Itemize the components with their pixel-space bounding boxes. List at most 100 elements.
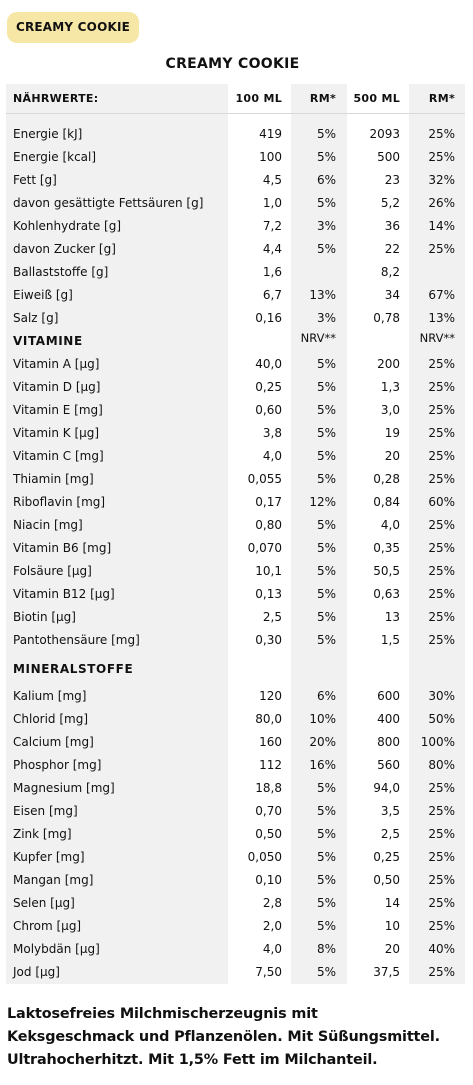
value-100ml: 0,70 [255, 804, 282, 818]
description-line: Laktosefreies Milchmischerzeugnis mit [7, 1006, 318, 1022]
rm-100ml: 5% [316, 873, 336, 887]
value-100ml: 2,5 [262, 610, 282, 624]
value-100ml: 160 [259, 735, 282, 749]
value-500ml: 3,5 [380, 804, 400, 818]
column-shade-label [6, 84, 228, 984]
rm-100ml: 5% [316, 403, 336, 417]
value-500ml: 800 [377, 735, 400, 749]
table-row: Kohlenhydrate [g] 7,2 3% 36 14% [6, 215, 465, 238]
value-500ml: 0,50 [373, 873, 400, 887]
table-row: Folsäure [µg] 10,1 5% 50,5 25% [6, 560, 465, 583]
nutrient-name: Ballaststoffe [g] [13, 265, 109, 279]
nutrient-name: Vitamin K [µg] [13, 426, 100, 440]
table-row: Vitamin D [µg] 0,25 5% 1,3 25% [6, 376, 465, 399]
value-500ml: 50,5 [373, 564, 400, 578]
rm-100ml: 5% [316, 781, 336, 795]
table-row: Ballaststoffe [g] 1,6 8,2 [6, 261, 465, 284]
rm-500ml: 25% [428, 380, 455, 394]
value-500ml: 200 [377, 357, 400, 371]
nutrient-name: Eiweiß [g] [13, 288, 73, 302]
rm-100ml: 6% [316, 689, 336, 703]
rm-100ml: 5% [316, 896, 336, 910]
value-100ml: 0,16 [255, 311, 282, 325]
nutrient-name: Chlorid [mg] [13, 712, 89, 726]
description-line: Keksgeschmack und Pflanzenölen. Mit Süßu… [7, 1029, 440, 1045]
value-500ml: 400 [377, 712, 400, 726]
rm-500ml: 25% [428, 850, 455, 864]
rm-100ml: 5% [316, 610, 336, 624]
value-100ml: 112 [259, 758, 282, 772]
rm-500ml: 25% [428, 965, 455, 979]
value-500ml: 20 [384, 942, 400, 956]
table-row: Molybdän [µg] 4,0 8% 20 40% [6, 938, 465, 961]
rm-100ml: 5% [316, 380, 336, 394]
header-label: NÄHRWERTE: [13, 92, 99, 105]
nutrient-name: Kalium [mg] [13, 689, 87, 703]
rm-100ml: 5% [316, 150, 336, 164]
rm-500ml: 25% [428, 896, 455, 910]
rm-500ml: 14% [428, 219, 455, 233]
nutrient-name: Zink [mg] [13, 827, 72, 841]
value-100ml: 0,50 [255, 827, 282, 841]
rm-100ml: 5% [316, 196, 336, 210]
table-row: Energie [kcal] 100 5% 500 25% [6, 146, 465, 169]
value-100ml: 0,60 [255, 403, 282, 417]
header-col-rm-100: RM* [309, 92, 336, 105]
nutrient-name: Vitamin E [mg] [13, 403, 103, 417]
table-row: davon gesättigte Fettsäuren [g] 1,0 5% 5,2 2… [6, 192, 465, 215]
rm-100ml: 10% [309, 712, 336, 726]
value-500ml: 13 [384, 610, 400, 624]
rm-500ml: 80% [428, 758, 455, 772]
column-shade-rm-500 [409, 84, 465, 984]
rm-100ml: 20% [309, 735, 336, 749]
rm-500ml: 13% [428, 311, 455, 325]
value-100ml: 0,17 [255, 495, 282, 509]
rm-500ml: 50% [428, 712, 455, 726]
value-100ml: 0,30 [255, 633, 282, 647]
header-col-rm-500: RM* [428, 92, 455, 105]
table-header-row: NÄHRWERTE: 100 ML RM* 500 ML RM* [6, 84, 465, 114]
rm-100ml: 5% [316, 804, 336, 818]
rm-500ml: 100% [420, 735, 455, 749]
nutrient-name: Folsäure [µg] [13, 564, 92, 578]
table-row: Vitamin B12 [µg] 0,13 5% 0,63 25% [6, 583, 465, 606]
table-row: Chrom [µg] 2,0 5% 10 25% [6, 915, 465, 938]
table-row: Riboflavin [mg] 0,17 12% 0,84 60% [6, 491, 465, 514]
rm-500ml: 26% [428, 196, 455, 210]
table-row: Vitamin E [mg] 0,60 5% 3,0 25% [6, 399, 465, 422]
rm-100ml: 16% [309, 758, 336, 772]
rm-500ml: 25% [428, 781, 455, 795]
rm-500ml: 25% [428, 804, 455, 818]
table-row: Eiweiß [g] 6,7 13% 34 67% [6, 284, 465, 307]
nutrient-name: Vitamin A [µg] [13, 357, 100, 371]
value-500ml: 0,25 [373, 850, 400, 864]
value-500ml: 94,0 [373, 781, 400, 795]
nutrient-name: Calcium [mg] [13, 735, 94, 749]
table-row: Pantothensäure [mg] 0,30 5% 1,5 25% [6, 629, 465, 652]
rm-100ml: 3% [316, 311, 336, 325]
rm-100ml: 5% [316, 850, 336, 864]
value-100ml: 4,0 [262, 942, 282, 956]
table-row: Eisen [mg] 0,70 5% 3,5 25% [6, 800, 465, 823]
rm-500ml: 25% [428, 449, 455, 463]
rm-100ml: 5% [316, 357, 336, 371]
table-row: Salz [g] 0,16 3% 0,78 13% [6, 307, 465, 330]
rm-500ml: 25% [428, 633, 455, 647]
vitamins-section: Vitamin A [µg] 40,0 5% 200 25% Vitamin D [µg]… [6, 353, 465, 652]
rm-100ml: 5% [316, 564, 336, 578]
nutrient-name: Fett [g] [13, 173, 57, 187]
rm-500ml: 25% [428, 873, 455, 887]
value-500ml: 560 [377, 758, 400, 772]
value-500ml: 500 [377, 150, 400, 164]
rm-500ml: 25% [428, 127, 455, 141]
rm-500ml: 25% [428, 518, 455, 532]
nutrient-name: Molybdän [µg] [13, 942, 100, 956]
value-500ml: 1,5 [380, 633, 400, 647]
nutrient-name: Kupfer [mg] [13, 850, 85, 864]
value-100ml: 7,2 [262, 219, 282, 233]
value-100ml: 0,13 [255, 587, 282, 601]
value-500ml: 37,5 [373, 965, 400, 979]
nutrient-name: davon gesättigte Fettsäuren [g] [13, 196, 204, 210]
table-row: Phosphor [mg] 112 16% 560 80% [6, 754, 465, 777]
value-100ml: 0,25 [255, 380, 282, 394]
